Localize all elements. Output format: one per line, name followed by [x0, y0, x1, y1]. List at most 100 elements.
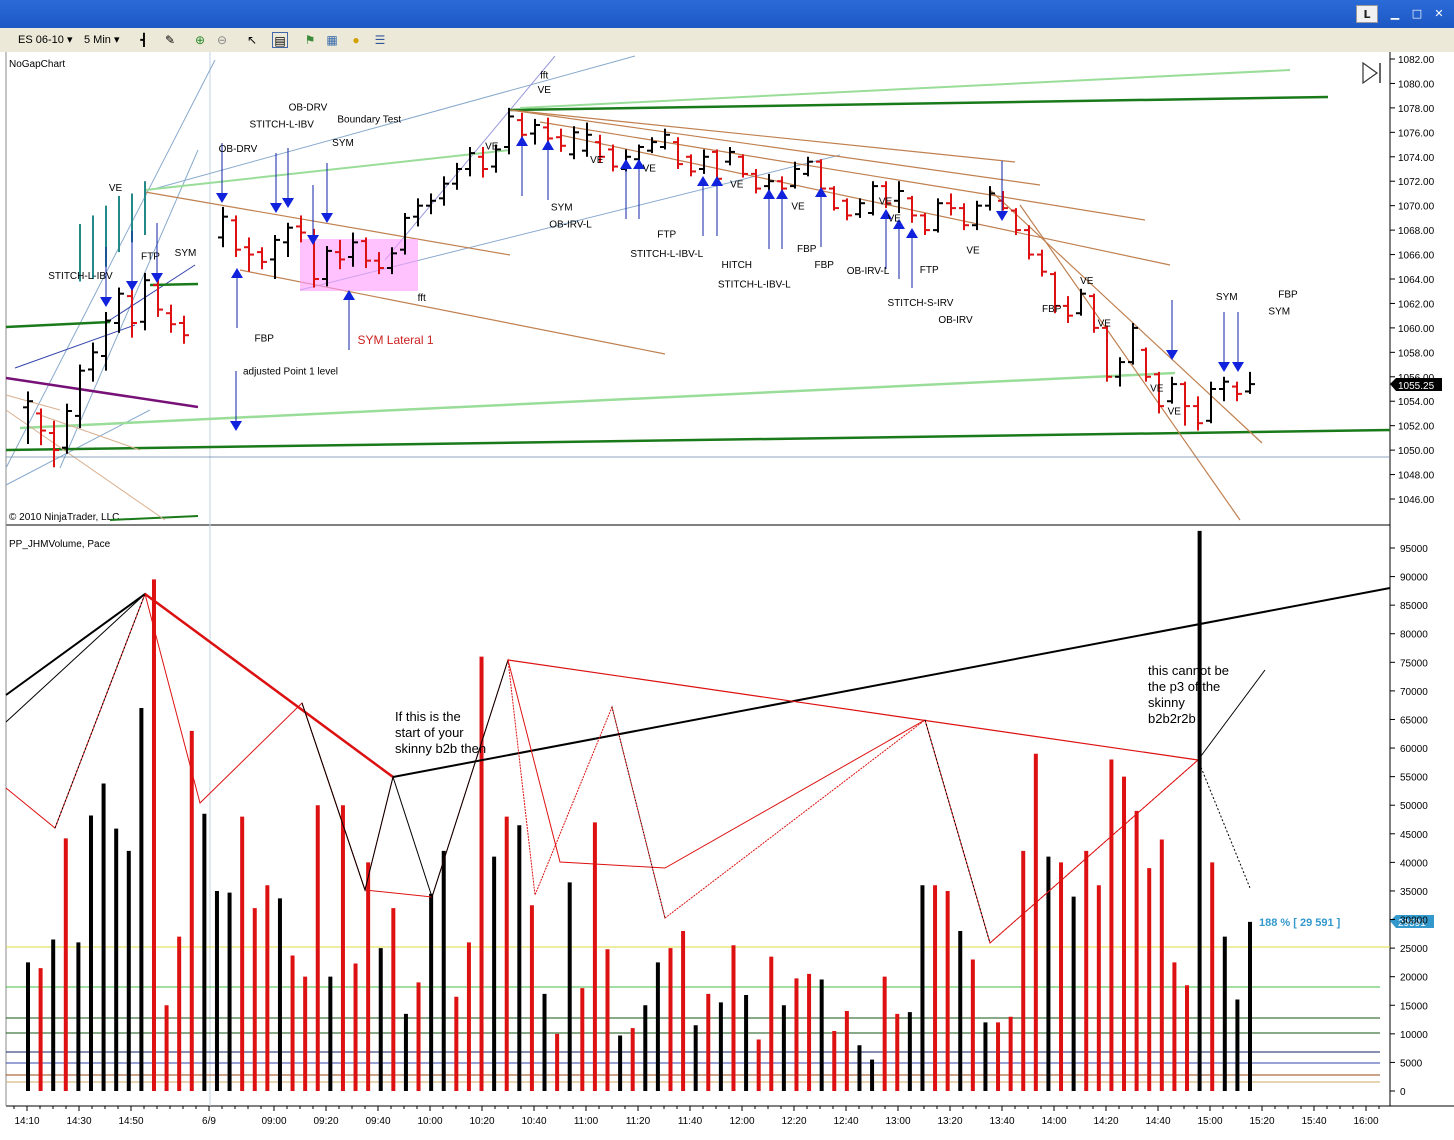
ohlc-bar — [803, 156, 813, 177]
ohlc-bar — [23, 391, 33, 444]
ohlc-bar — [673, 137, 683, 169]
volume-tick-label: 90000 — [1400, 573, 1428, 584]
coin-icon[interactable]: ● — [352, 33, 360, 47]
ohlc-bar — [920, 213, 930, 235]
ohlc-bar — [790, 161, 800, 189]
strategy-icon[interactable]: ⚑ — [304, 33, 316, 47]
signal-arrow-icon — [516, 136, 528, 196]
annotation-label: fft — [540, 71, 548, 82]
signal-markers — [100, 136, 1244, 431]
time-tick-label: 10:00 — [417, 1116, 442, 1127]
data-box-icon[interactable]: ▤ — [272, 32, 288, 48]
price-tick-label: 1070.00 — [1398, 202, 1435, 213]
zoom-in-icon[interactable]: ⊕ — [194, 33, 206, 47]
chevron-down-icon: ▾ — [66, 34, 73, 46]
ohlc-bar — [1180, 381, 1190, 426]
signal-arrow-icon — [893, 219, 905, 279]
signal-arrow-icon — [231, 268, 243, 328]
annotation-label: SYM — [551, 203, 573, 214]
ohlc-bar — [296, 215, 306, 243]
close-button[interactable]: ✕ — [1434, 7, 1444, 20]
time-tick-label: 16:00 — [1353, 1116, 1378, 1127]
signal-arrow-icon — [216, 143, 228, 203]
last-price-tag: 1055.25 — [1390, 378, 1442, 392]
ohlc-bar — [153, 277, 163, 317]
instrument-selector[interactable]: ES 06-10 ▾ — [18, 31, 72, 49]
volume-tick-label: 85000 — [1400, 601, 1428, 612]
ohlc-bar — [1011, 208, 1021, 235]
signal-arrow-icon — [711, 176, 723, 236]
volume-tick-label: 95000 — [1400, 544, 1428, 555]
draw-pencil-icon[interactable]: ✎ — [164, 33, 176, 47]
signal-arrow-icon — [776, 189, 788, 249]
price-tick-label: 1060.00 — [1398, 324, 1435, 335]
annotation-label: FBP — [1042, 304, 1062, 315]
time-tick-label: 12:00 — [729, 1116, 754, 1127]
note-1-line-2: start of your — [395, 725, 464, 740]
time-tick-label: 14:20 — [1093, 1116, 1118, 1127]
cursor-icon[interactable]: ↖ — [246, 33, 258, 47]
annotation-label: FBP — [255, 333, 275, 344]
indicators-icon[interactable]: ▦ — [326, 33, 338, 47]
price-tick-label: 1074.00 — [1398, 153, 1435, 164]
volume-axis: 0 5000 10000 15000 20000 25000 30000 35000 40000… — [1390, 544, 1428, 1098]
ohlc-bar — [478, 147, 488, 178]
ohlc-bar — [1024, 225, 1034, 260]
ohlc-bar — [62, 403, 72, 454]
price-tick-label: 1068.00 — [1398, 226, 1435, 237]
manual-price-bars — [79, 122, 1255, 431]
annotation-label: SYM — [175, 248, 197, 259]
time-tick-label: 13:40 — [989, 1116, 1014, 1127]
ohlc-bar — [686, 154, 696, 177]
time-tick-label: 09:00 — [261, 1116, 286, 1127]
link-button[interactable]: L — [1356, 5, 1378, 23]
chart-area[interactable]: NoGapChart © 2010 NinjaTrader, LLC PP_JH… — [0, 52, 1454, 1135]
volume-tick-label: 5000 — [1400, 1058, 1423, 1069]
ohlc-bar — [738, 154, 748, 178]
bar-type-icon[interactable]: ┫ — [140, 33, 148, 47]
ohlc-bar — [283, 222, 293, 257]
ohlc-bar — [218, 206, 228, 248]
price-tick-label: 1052.00 — [1398, 422, 1435, 433]
ohlc-bar — [322, 246, 332, 287]
annotation-label: VE — [888, 214, 902, 225]
ohlc-bar — [595, 134, 605, 163]
annotation-label: SYM — [1268, 306, 1290, 317]
time-tick-label: 14:40 — [1145, 1116, 1170, 1127]
ohlc-bar — [179, 315, 189, 344]
minimize-button[interactable]: ▁ — [1390, 7, 1400, 20]
ohlc-bar — [907, 195, 917, 223]
ohlc-bar — [361, 237, 371, 268]
last-price-label: 1055.25 — [1398, 381, 1435, 392]
signal-arrow-icon — [620, 159, 632, 219]
price-tick-label: 1050.00 — [1398, 446, 1435, 457]
properties-icon[interactable]: ☰ — [374, 33, 386, 47]
signal-arrow-icon — [542, 140, 554, 200]
interval-selector[interactable]: 5 Min ▾ — [84, 31, 120, 49]
ohlc-bar — [75, 364, 85, 429]
annotation-label: VE — [1150, 383, 1164, 394]
zoom-out-icon[interactable]: ⊖ — [216, 33, 228, 47]
price-tick-label: 1066.00 — [1398, 251, 1435, 262]
signal-arrow-icon — [100, 247, 112, 307]
signal-arrow-icon — [1218, 312, 1230, 372]
copyright: © 2010 NinjaTrader, LLC — [9, 512, 119, 523]
ohlc-bar — [101, 312, 111, 371]
chart-svg[interactable]: NoGapChart © 2010 NinjaTrader, LLC PP_JH… — [0, 52, 1454, 1135]
ohlc-bar — [959, 203, 969, 231]
time-tick-label: 6/9 — [202, 1116, 216, 1127]
signal-arrow-icon — [321, 163, 333, 223]
annotation-label: VE — [1168, 407, 1182, 418]
note-1-line-1: If this is the — [395, 709, 461, 724]
annotation-label: STITCH-L-IBV — [48, 271, 113, 282]
ohlc-bar — [608, 144, 618, 172]
ohlc-bar — [699, 149, 709, 174]
volume-tick-label: 55000 — [1400, 773, 1428, 784]
ohlc-bar — [452, 162, 462, 190]
price-tick-label: 1054.00 — [1398, 397, 1435, 408]
annotation-label: VE — [590, 155, 604, 166]
ohlc-bar — [426, 193, 436, 215]
maximize-button[interactable]: □ — [1411, 7, 1423, 20]
play-icon[interactable] — [1362, 61, 1381, 85]
time-tick-label: 14:10 — [14, 1116, 39, 1127]
